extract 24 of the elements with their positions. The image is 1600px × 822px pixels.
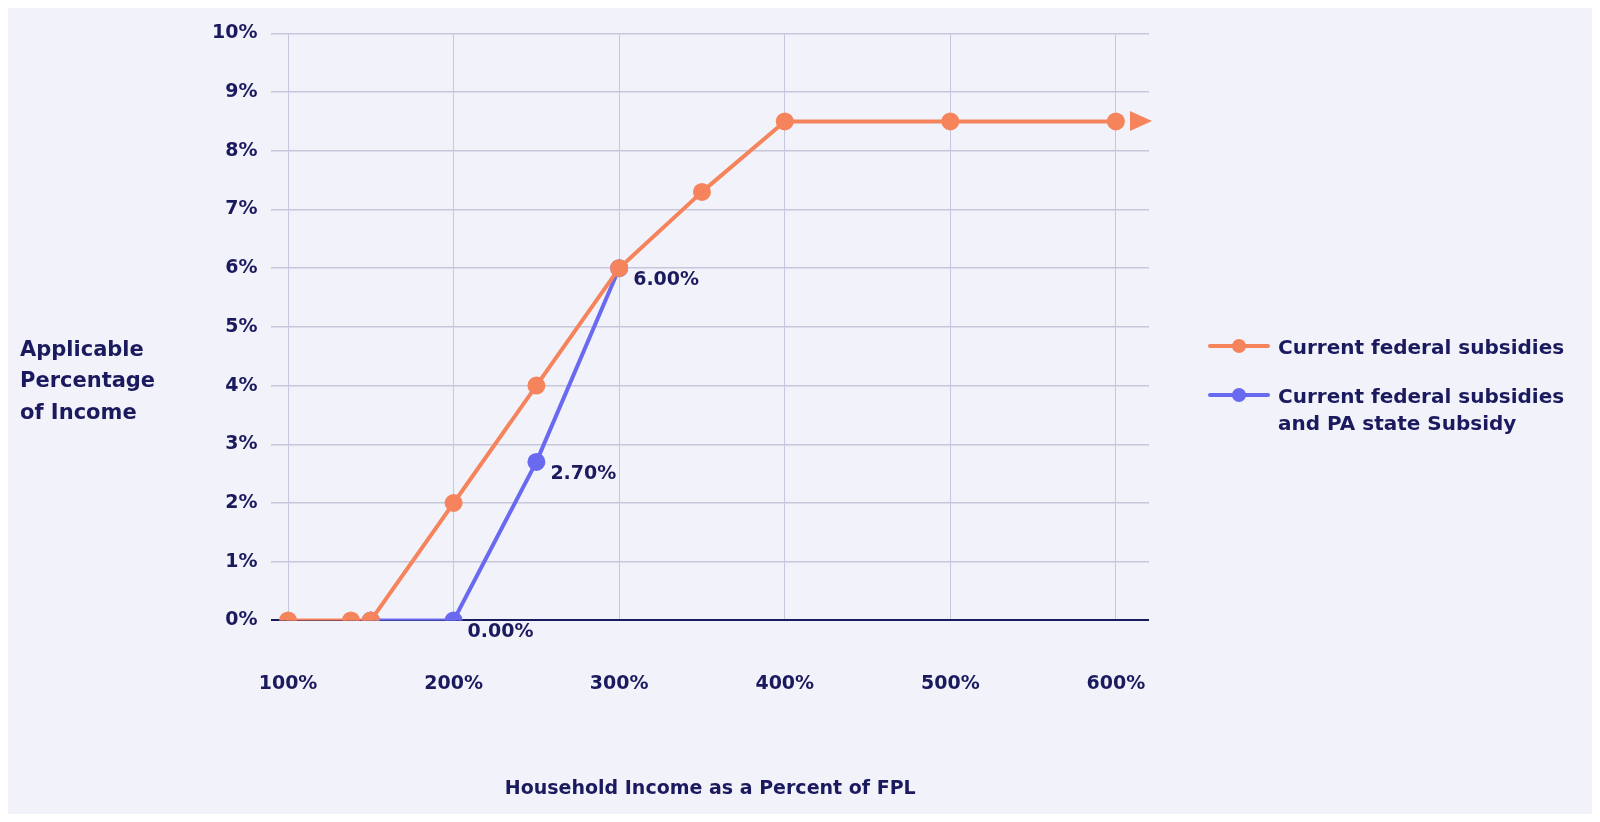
y-axis-title: Applicable Percentage of Income (20, 335, 157, 426)
data-label: 2.70% (550, 460, 617, 483)
legend-label: Current federal subsidies and PA state Subsidy (1278, 382, 1566, 437)
y-tick-label: 6% (225, 255, 258, 278)
y-tick-label: 0% (225, 607, 258, 630)
y-tick-label: 5% (225, 313, 258, 336)
y-tick-label: 8% (225, 137, 258, 160)
x-tick-label: 600% (1086, 670, 1146, 693)
y-tick-label: 4% (225, 372, 258, 395)
y-tick-label: 2% (225, 489, 258, 512)
data-label: 0.00% (467, 619, 534, 642)
x-tick-label: 200% (424, 670, 483, 693)
data-label: 6.00% (633, 267, 700, 290)
y-tick-label: 10% (211, 20, 258, 43)
y-tick-label: 3% (225, 431, 258, 454)
x-tick-label: 500% (920, 670, 980, 693)
y-tick-label: 9% (225, 79, 258, 102)
y-tick-label: 7% (225, 196, 258, 219)
x-axis-title: Household Income as a Percent of FPL (504, 775, 916, 798)
y-tick-label: 1% (225, 548, 258, 571)
legend-label: Current federal subsidies (1278, 333, 1566, 361)
x-tick-label: 400% (755, 670, 815, 693)
x-tick-label: 300% (589, 670, 649, 693)
x-tick-label: 100% (258, 670, 318, 693)
